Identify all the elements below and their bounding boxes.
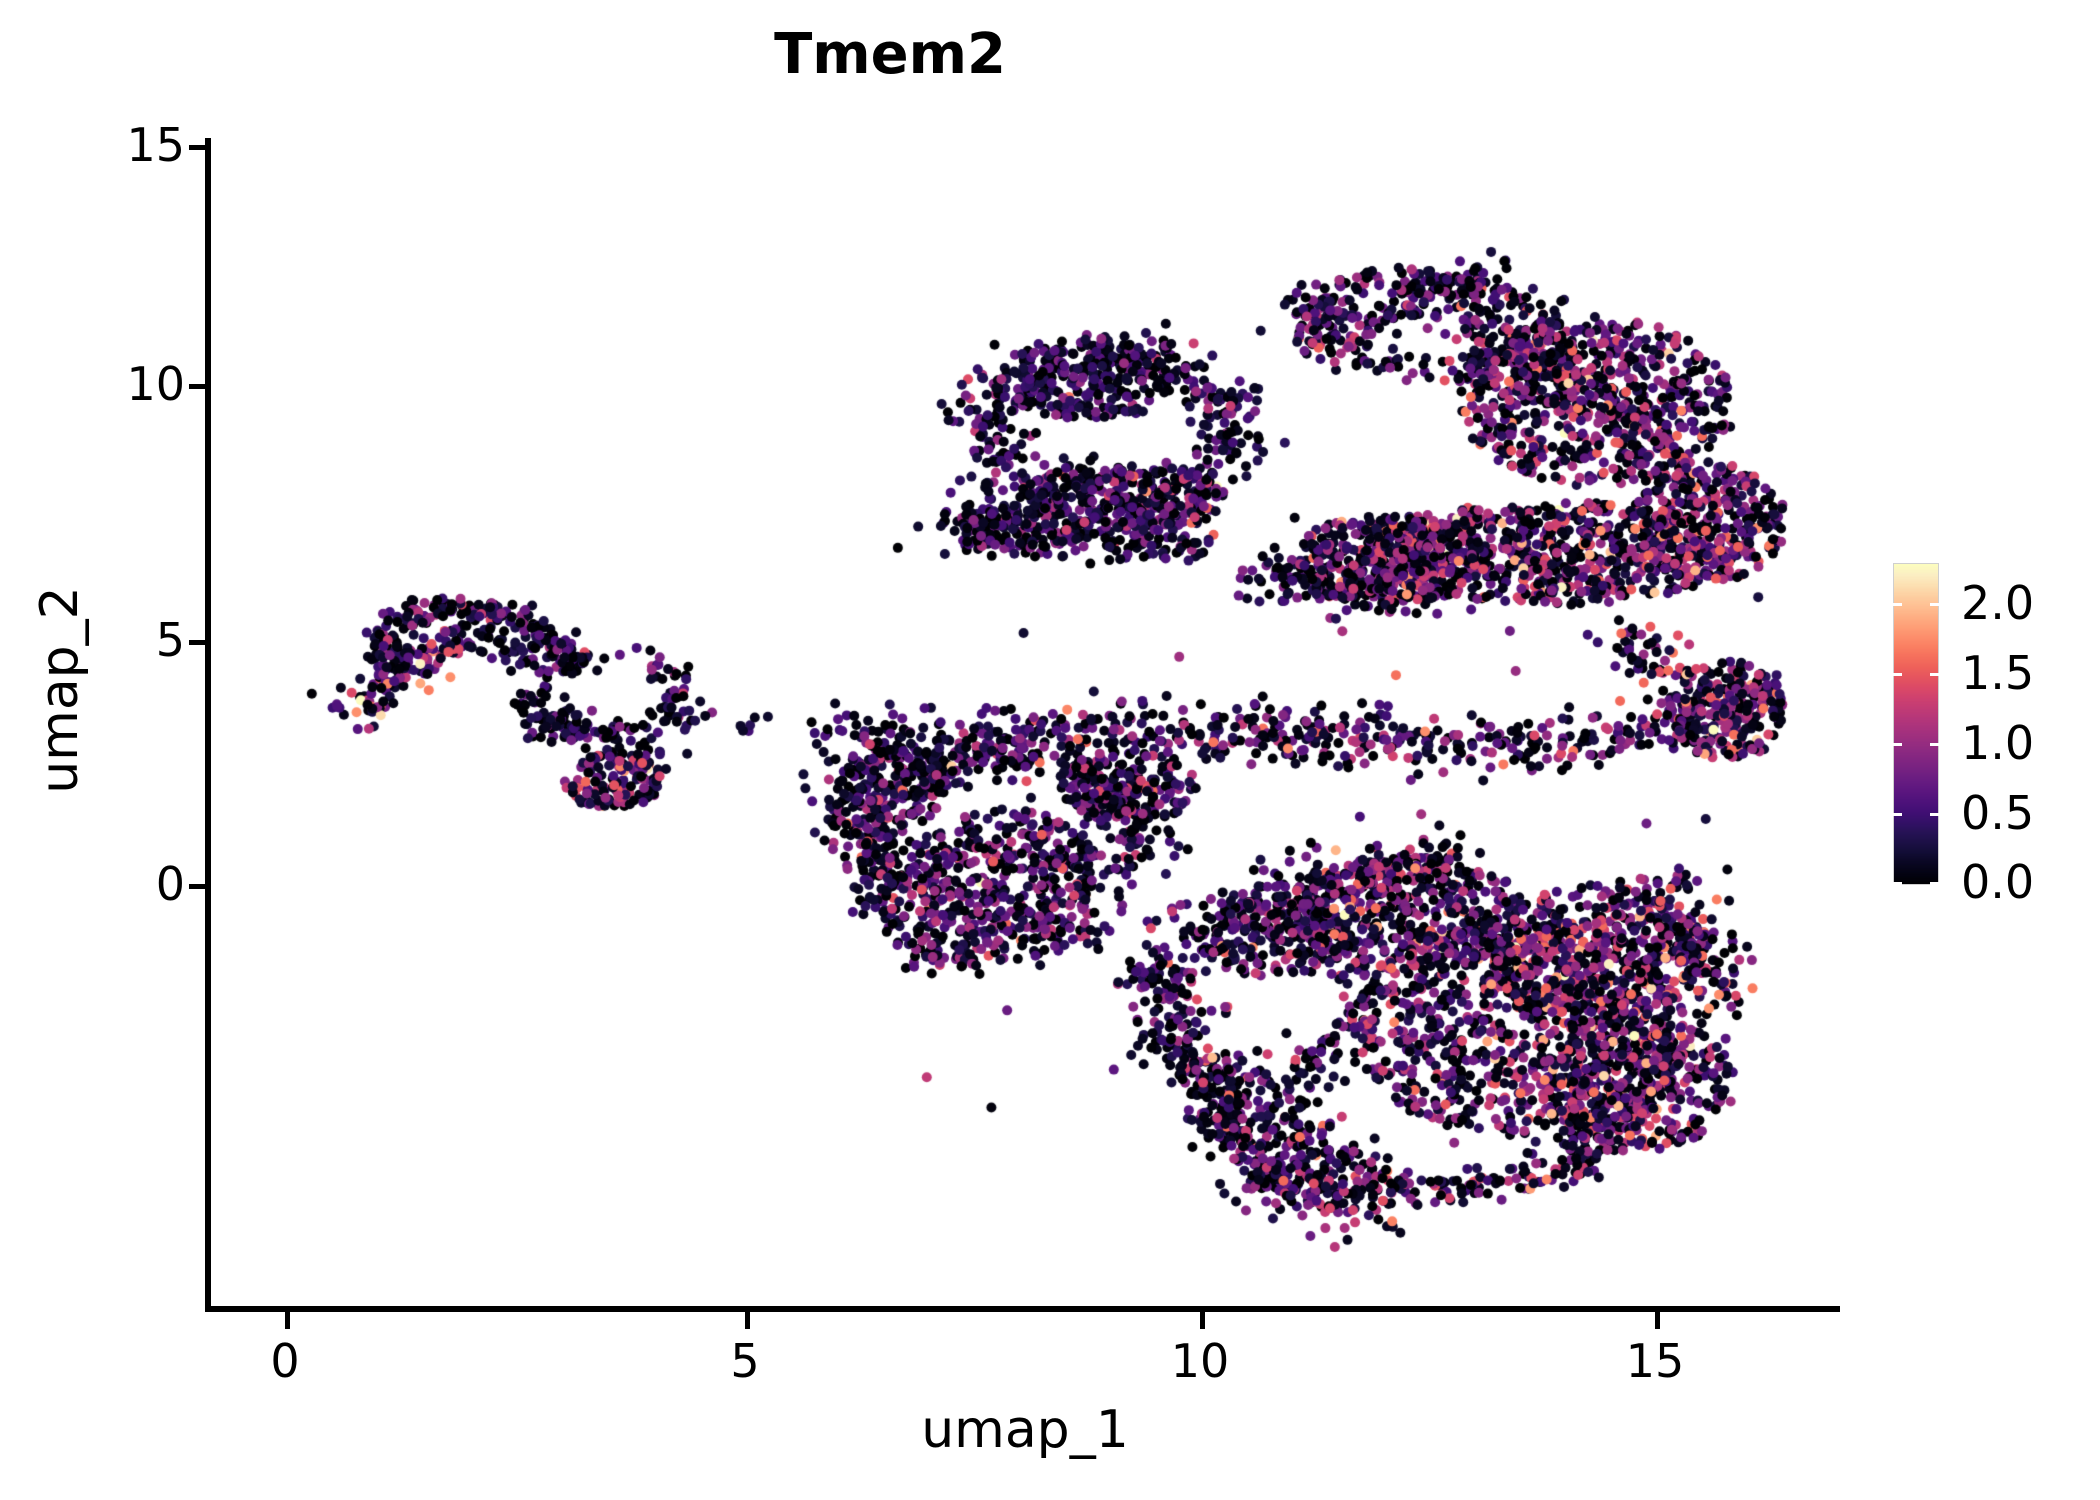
y-tick-mark-0	[189, 884, 205, 889]
y-tick-mark-10	[189, 384, 205, 389]
umap-scatter-canvas	[210, 140, 1840, 1308]
colorbar-label-05: 0.5	[1961, 786, 2035, 840]
x-tick-mark-5	[745, 1312, 750, 1329]
x-axis-spine	[205, 1306, 1840, 1312]
x-axis-label: umap_1	[921, 1400, 1129, 1460]
y-axis-label-wrapper: umap_2	[30, 360, 90, 1020]
colorbar-gradient	[1893, 563, 1939, 885]
colorbar-label-0: 0.0	[1961, 855, 2035, 909]
page-title: Tmem2	[774, 22, 1006, 87]
x-tick-label-5: 5	[730, 1334, 760, 1388]
colorbar-label-1: 1.0	[1961, 716, 2035, 770]
y-tick-label-10: 10	[126, 357, 185, 411]
colorbar-label-15: 1.5	[1961, 646, 2035, 700]
y-axis-label: umap_2	[30, 586, 90, 794]
x-tick-mark-0	[285, 1312, 290, 1329]
x-tick-label-0: 0	[270, 1334, 300, 1388]
x-tick-label-10: 10	[1170, 1334, 1230, 1388]
y-tick-mark-15	[189, 145, 205, 150]
colorbar-label-2: 2.0	[1961, 576, 2035, 630]
y-axis-spine	[205, 138, 211, 1312]
x-tick-mark-15	[1655, 1312, 1660, 1329]
y-tick-label-5: 5	[155, 613, 185, 667]
scatter-plot-area	[210, 140, 1840, 1308]
y-tick-mark-5	[189, 640, 205, 645]
y-tick-label-15: 15	[126, 118, 185, 172]
y-tick-label-0: 0	[155, 857, 185, 911]
x-tick-mark-10	[1200, 1312, 1205, 1329]
x-tick-label-15: 15	[1625, 1334, 1685, 1388]
